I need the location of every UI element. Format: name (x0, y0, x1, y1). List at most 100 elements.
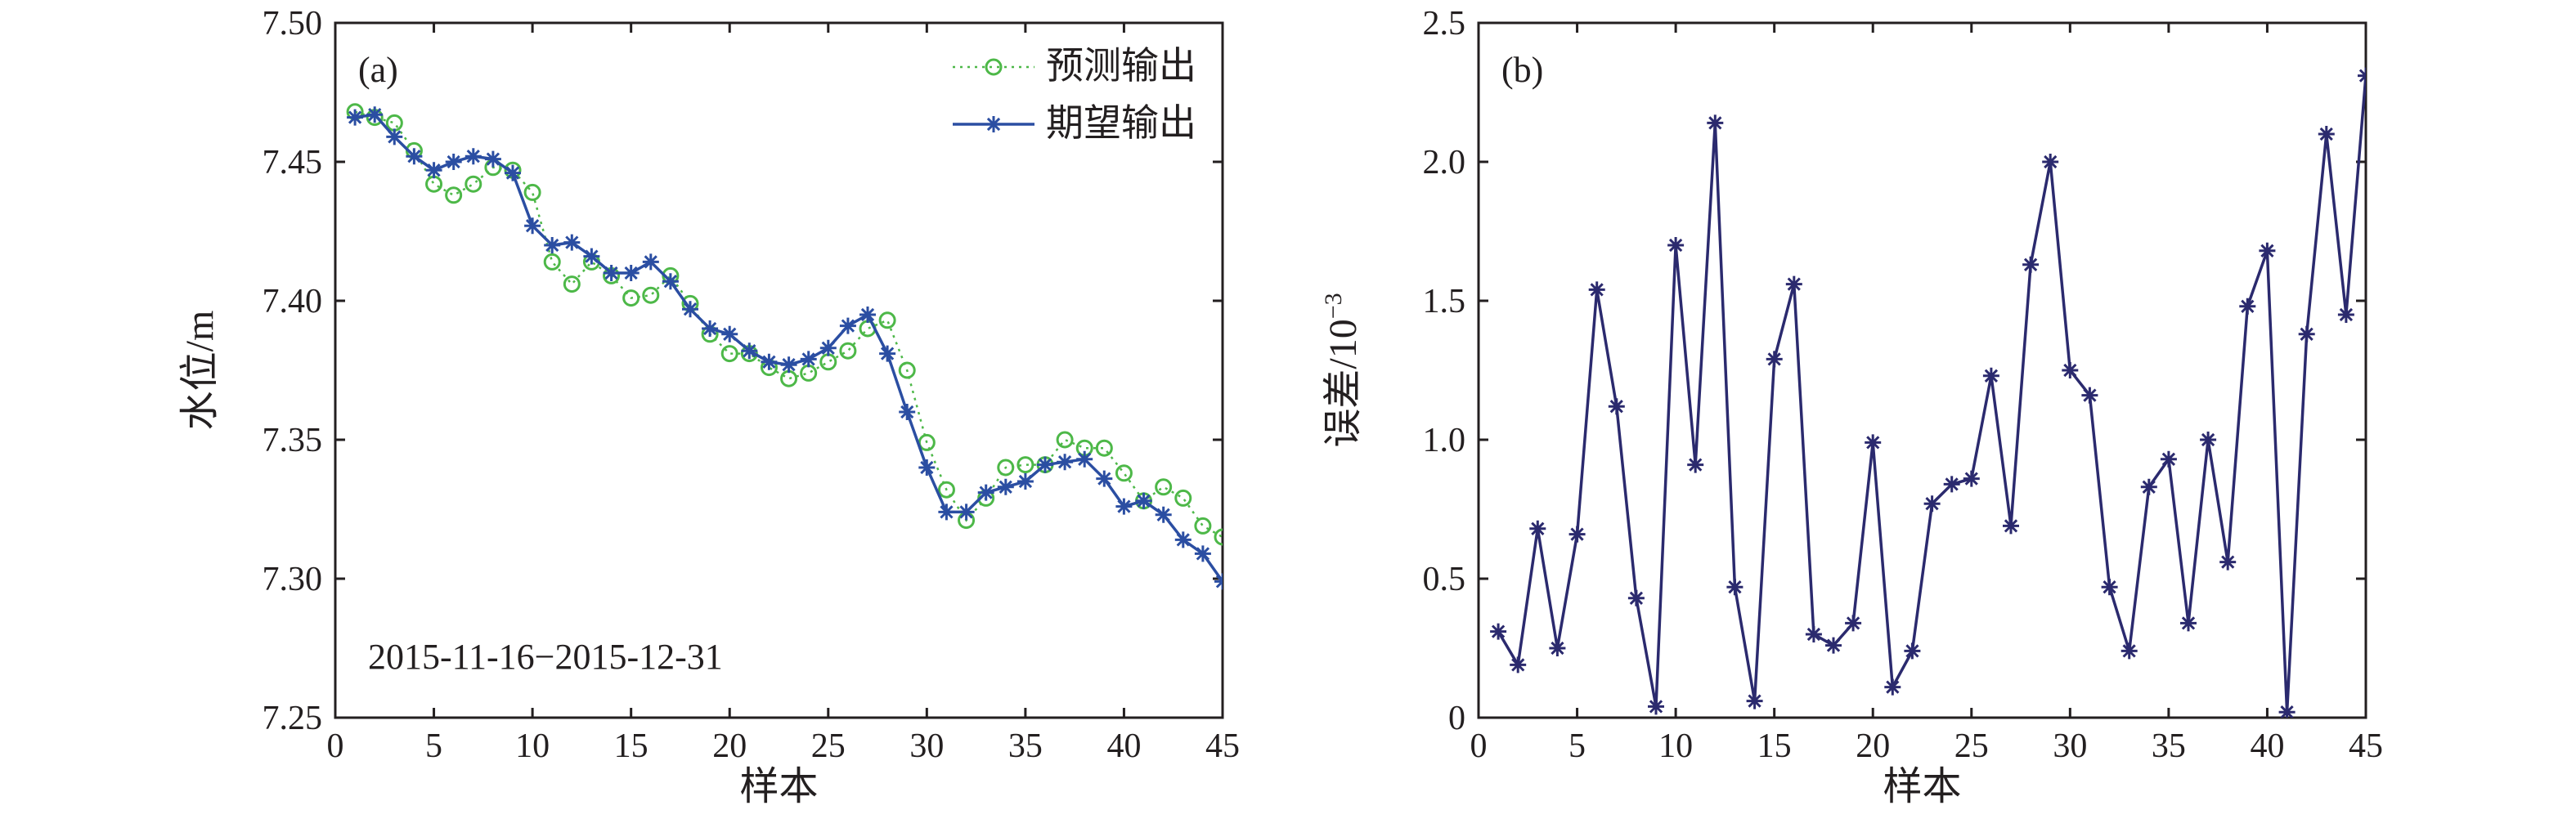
x-tick-label: 35 (1008, 727, 1043, 765)
x-tick-label: 40 (2250, 727, 2284, 765)
data-point (347, 109, 364, 126)
chart-a: 0 5 10 15 20 25 30 35 40 45 7.25 7.30 7.35 7.40 7.45 7.… (178, 5, 1240, 808)
data-point (2003, 517, 2019, 535)
data-point (1648, 698, 1664, 715)
data-point (1174, 489, 1192, 507)
y-axis-label-text: 水位/m (178, 311, 222, 431)
data-point (800, 364, 818, 382)
plot-frame (334, 21, 1224, 719)
x-tick-label: 45 (2349, 727, 2383, 765)
y-tick-label: 1.0 (1423, 422, 1466, 459)
data-point (977, 484, 994, 501)
data-point (1214, 573, 1223, 590)
panel-label: (b) (1501, 50, 1543, 90)
data-point (563, 234, 581, 251)
data-point (1845, 615, 1862, 632)
x-tick-label: 0 (327, 727, 344, 765)
legend-marker (985, 116, 1002, 132)
data-point (702, 320, 719, 337)
x-tick-label: 45 (1205, 727, 1240, 765)
data-point (2278, 704, 2296, 718)
data-point (563, 275, 581, 293)
series-line-series-0 (1497, 75, 2366, 713)
data-point (1568, 526, 1586, 543)
legend-entry: 期望输出 (1046, 102, 1196, 144)
data-point (898, 361, 916, 379)
data-point (780, 356, 797, 374)
data-point (622, 265, 640, 281)
data-point (1194, 517, 1212, 535)
data-point (1056, 431, 1074, 449)
legend-marker (985, 58, 1003, 76)
legend-entry: 预测输出 (1046, 45, 1196, 87)
data-point (859, 307, 876, 323)
data-point (2200, 432, 2217, 448)
data-point (2120, 642, 2138, 660)
data-point (2062, 362, 2079, 378)
y-axis-label: 水位/m (178, 311, 222, 431)
series-line-预测输出 (354, 110, 1223, 539)
data-point (1549, 640, 1566, 656)
data-point (2239, 298, 2256, 315)
data-point (425, 175, 443, 193)
data-point (1943, 476, 1960, 493)
y-tick-label: 7.25 (263, 700, 323, 737)
data-point (937, 481, 955, 499)
data-point (524, 217, 541, 235)
data-point (484, 150, 501, 168)
x-tick-label: 15 (1757, 727, 1792, 765)
x-tick-label: 15 (614, 727, 648, 765)
x-tick-label: 5 (425, 727, 442, 765)
data-point (464, 175, 482, 193)
data-point (406, 148, 423, 165)
data-point (1707, 114, 1724, 132)
data-point (1115, 464, 1133, 482)
plot-area (1490, 67, 2366, 718)
data-point (543, 253, 561, 271)
data-point (1982, 367, 1999, 384)
data-point (1529, 520, 1546, 537)
plot-frame (1477, 21, 2367, 719)
chart-b: 0 5 10 15 20 25 30 35 40 45 0 0.5 1.0 1.5 2.0 2.5 样本 误差/1… (1320, 5, 2383, 808)
data-point (839, 317, 856, 334)
data-point (997, 459, 1015, 477)
y-tick-label: 1.5 (1423, 283, 1466, 320)
data-point (544, 237, 561, 253)
x-tick-label: 20 (1856, 727, 1890, 765)
y-axis-label: 误差/10−3 (1320, 293, 1365, 447)
x-axis-label: 样本 (1883, 765, 1961, 808)
data-point (1037, 456, 1053, 473)
data-point (583, 248, 600, 265)
x-tick-label: 10 (515, 727, 550, 765)
data-point (603, 265, 620, 281)
data-point (2337, 307, 2354, 323)
x-tick-label: 25 (1954, 727, 1989, 765)
data-point (1746, 692, 1763, 709)
x-tick-label: 40 (1106, 727, 1141, 765)
data-point (1687, 456, 1704, 473)
y-tick-label: 7.45 (263, 144, 323, 181)
data-point (642, 253, 659, 271)
data-point (938, 504, 955, 521)
x-tick-label: 25 (811, 727, 846, 765)
data-point (1016, 456, 1034, 474)
data-point (2140, 478, 2157, 495)
data-point (366, 106, 384, 123)
data-point (445, 154, 462, 170)
plot-area (346, 103, 1223, 590)
x-axis-label: 样本 (739, 765, 818, 808)
data-point (1963, 470, 1980, 487)
data-point (918, 459, 936, 476)
data-point (464, 148, 482, 165)
data-point (741, 342, 758, 360)
y-axis-label-superscript: −3 (1320, 293, 1347, 319)
data-point (1805, 626, 1822, 642)
y-tick-label: 2.5 (1423, 5, 1466, 43)
data-point (385, 114, 403, 132)
series-line-期望输出 (354, 113, 1223, 583)
data-point (1904, 642, 1921, 660)
x-tick-label: 30 (2053, 727, 2087, 765)
data-point (1174, 531, 1192, 548)
data-point (1490, 623, 1507, 640)
data-point (997, 478, 1014, 495)
